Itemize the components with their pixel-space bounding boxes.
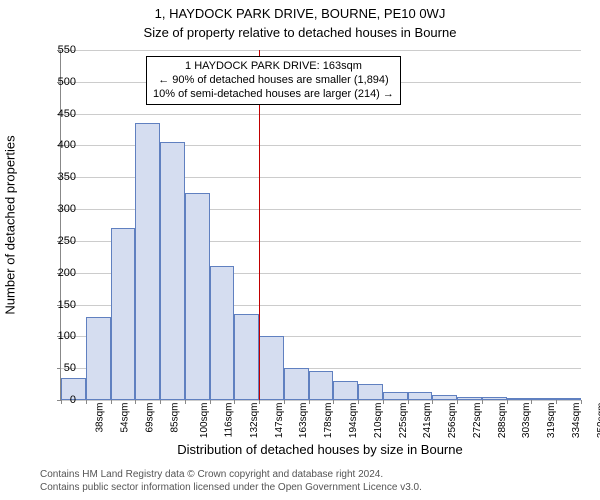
xtick-label: 116sqm [224, 403, 235, 438]
ytick-label: 400 [36, 139, 76, 151]
xtick-mark [581, 400, 582, 404]
xtick-label: 272sqm [472, 403, 483, 439]
annotation-line: 10% of semi-detached houses are larger (… [153, 88, 394, 102]
xtick-label: 147sqm [274, 403, 285, 439]
xtick-label: 194sqm [348, 403, 359, 439]
ytick-label: 150 [36, 299, 76, 311]
xtick-mark [358, 400, 359, 404]
histogram-bar [185, 193, 210, 400]
ytick-label: 450 [36, 108, 76, 120]
xtick-mark [234, 400, 235, 404]
ytick-label: 50 [36, 362, 76, 374]
xtick-label: 178sqm [323, 403, 334, 439]
histogram-bar [358, 384, 383, 400]
chart-container: 1, HAYDOCK PARK DRIVE, BOURNE, PE10 0WJ … [0, 0, 600, 500]
xtick-mark [210, 400, 211, 404]
footer-line2: Contains public sector information licen… [40, 482, 590, 495]
xtick-label: 100sqm [200, 403, 211, 439]
histogram-bar [432, 395, 457, 400]
x-axis-label: Distribution of detached houses by size … [60, 442, 580, 457]
histogram-bar [111, 228, 136, 400]
annotation-line: ← 90% of detached houses are smaller (1,… [153, 74, 394, 88]
xtick-label: 210sqm [373, 403, 384, 439]
xtick-label: 303sqm [521, 403, 532, 439]
histogram-bar [210, 266, 235, 400]
xtick-mark [284, 400, 285, 404]
histogram-bar [507, 398, 532, 400]
histogram-bar [383, 392, 408, 400]
histogram-bar [160, 142, 185, 400]
xtick-mark [482, 400, 483, 404]
xtick-mark [531, 400, 532, 404]
y-axis-label: Number of detached properties [3, 135, 18, 314]
histogram-bar [333, 381, 358, 400]
xtick-label: 132sqm [249, 403, 260, 439]
xtick-mark [160, 400, 161, 404]
xtick-label: 225sqm [398, 403, 409, 439]
xtick-label: 288sqm [497, 403, 508, 439]
ytick-label: 500 [36, 76, 76, 88]
xtick-label: 38sqm [95, 403, 106, 433]
xtick-mark [111, 400, 112, 404]
ytick-label: 200 [36, 267, 76, 279]
chart-title-line1: 1, HAYDOCK PARK DRIVE, BOURNE, PE10 0WJ [0, 0, 600, 21]
histogram-bar [135, 123, 160, 400]
xtick-mark [432, 400, 433, 404]
ytick-label: 350 [36, 171, 76, 183]
histogram-bar [259, 336, 284, 400]
ytick-label: 100 [36, 330, 76, 342]
xtick-mark [185, 400, 186, 404]
xtick-label: 319sqm [546, 403, 557, 439]
xtick-label: 69sqm [144, 403, 155, 433]
gridline [61, 114, 581, 115]
xtick-label: 241sqm [422, 403, 433, 439]
xtick-mark [408, 400, 409, 404]
xtick-label: 334sqm [571, 403, 582, 439]
gridline [61, 400, 581, 401]
plot-area: 38sqm54sqm69sqm85sqm100sqm116sqm132sqm14… [60, 50, 581, 401]
ytick-label: 0 [36, 394, 76, 406]
gridline [61, 50, 581, 51]
histogram-bar [408, 392, 433, 400]
xtick-mark [309, 400, 310, 404]
xtick-label: 54sqm [120, 403, 131, 433]
xtick-mark [507, 400, 508, 404]
xtick-mark [259, 400, 260, 404]
histogram-bar [309, 371, 334, 400]
xtick-mark [556, 400, 557, 404]
xtick-label: 85sqm [169, 403, 180, 433]
footer-line1: Contains HM Land Registry data © Crown c… [40, 469, 590, 482]
xtick-label: 163sqm [299, 403, 310, 439]
histogram-bar [556, 398, 581, 400]
xtick-mark [86, 400, 87, 404]
ytick-label: 550 [36, 44, 76, 56]
xtick-mark [333, 400, 334, 404]
histogram-bar [284, 368, 309, 400]
histogram-bar [482, 397, 507, 400]
histogram-bar [531, 398, 556, 400]
xtick-mark [135, 400, 136, 404]
xtick-mark [457, 400, 458, 404]
xtick-label: 256sqm [447, 403, 458, 439]
footer-attribution: Contains HM Land Registry data © Crown c… [40, 469, 590, 494]
ytick-label: 250 [36, 235, 76, 247]
xtick-mark [383, 400, 384, 404]
histogram-bar [457, 397, 482, 400]
annotation-line: 1 HAYDOCK PARK DRIVE: 163sqm [153, 60, 394, 74]
ytick-label: 300 [36, 203, 76, 215]
xtick-label: 350sqm [596, 403, 600, 439]
annotation-box: 1 HAYDOCK PARK DRIVE: 163sqm← 90% of det… [146, 56, 401, 105]
chart-title-line2: Size of property relative to detached ho… [0, 21, 600, 40]
histogram-bar [234, 314, 259, 400]
histogram-bar [86, 317, 111, 400]
